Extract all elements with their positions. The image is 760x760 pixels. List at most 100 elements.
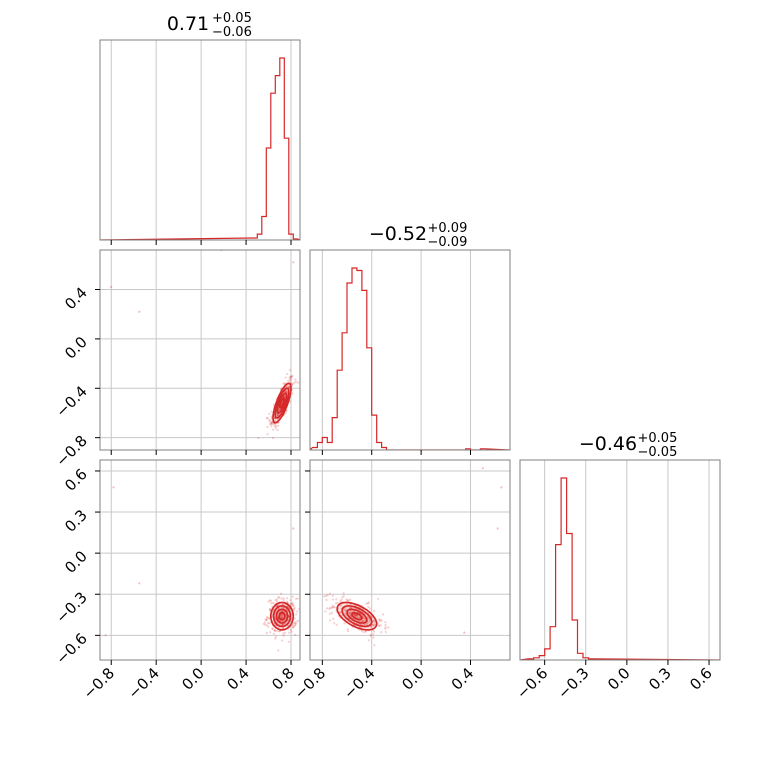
sample-point xyxy=(366,622,369,625)
sample-point xyxy=(277,414,280,417)
sample-point xyxy=(267,625,270,628)
sample-point xyxy=(367,601,370,604)
sample-point xyxy=(350,606,353,610)
sample-point xyxy=(280,615,284,618)
sample-point xyxy=(331,598,335,601)
sample-point xyxy=(339,604,342,607)
density-contour-3 xyxy=(341,605,373,628)
sample-point xyxy=(341,596,344,599)
sample-point xyxy=(335,623,338,626)
sample-point xyxy=(288,376,291,379)
sample-point xyxy=(360,629,363,632)
sample-point xyxy=(354,613,357,617)
sample-point xyxy=(295,613,298,616)
sample-point xyxy=(276,413,279,416)
sample-point xyxy=(362,616,365,620)
sample-point xyxy=(380,631,383,634)
outlier-point xyxy=(138,582,141,585)
sample-point xyxy=(384,626,387,629)
sample-point xyxy=(274,629,277,633)
sample-point xyxy=(263,621,267,624)
sample-point xyxy=(289,628,292,631)
sample-point xyxy=(328,592,332,595)
sample-point xyxy=(289,375,292,378)
sample-point xyxy=(344,609,347,612)
sample-point xyxy=(278,596,281,599)
sample-point xyxy=(269,608,272,611)
density-contour-1 xyxy=(351,611,363,621)
histogram-panel-1: −0.52 +0.09−0.09 xyxy=(309,221,511,455)
sample-point xyxy=(363,623,366,627)
sample-point xyxy=(284,390,287,393)
sample-point xyxy=(288,378,291,381)
x-tick-label: 0.0 xyxy=(604,664,634,694)
sample-point xyxy=(281,610,284,613)
pair-content xyxy=(323,467,503,647)
sample-point xyxy=(282,606,285,609)
sample-point xyxy=(276,414,279,417)
panel-frame xyxy=(99,39,301,241)
sample-point xyxy=(368,607,372,610)
sample-point xyxy=(323,595,326,598)
outlier-point xyxy=(112,486,115,489)
sample-point xyxy=(282,597,285,600)
sample-point xyxy=(277,424,280,427)
sample-point xyxy=(333,606,336,609)
sample-point xyxy=(286,372,289,376)
sample-point xyxy=(273,629,277,632)
sample-point xyxy=(268,423,272,426)
sample-point xyxy=(346,599,349,603)
sample-point xyxy=(330,606,334,610)
sample-point xyxy=(373,623,376,626)
sample-point xyxy=(269,599,273,602)
sample-point xyxy=(290,603,293,606)
sample-point xyxy=(274,637,277,640)
sample-point xyxy=(339,600,342,603)
sample-point xyxy=(269,420,272,423)
sample-point xyxy=(286,597,289,600)
sample-point xyxy=(283,395,286,398)
sample-point xyxy=(268,617,271,620)
sample-point xyxy=(288,386,291,389)
sample-point xyxy=(265,618,268,621)
sample-point xyxy=(282,382,285,385)
sample-point xyxy=(265,624,268,627)
density-contour-4 xyxy=(270,601,295,631)
sample-point xyxy=(290,630,293,633)
sample-point xyxy=(348,612,351,615)
sample-point xyxy=(331,605,334,609)
sample-point xyxy=(270,423,273,426)
sample-point xyxy=(271,627,274,630)
sample-point xyxy=(268,420,271,423)
sample-point xyxy=(372,636,375,639)
sample-point xyxy=(269,631,272,634)
y-tick-label: 0.0 xyxy=(61,547,91,577)
sample-point xyxy=(382,613,385,616)
sample-point xyxy=(281,616,284,619)
sample-point xyxy=(331,594,334,597)
sample-point xyxy=(276,413,280,416)
sample-point xyxy=(284,411,287,415)
sample-point xyxy=(302,617,304,619)
sample-point xyxy=(267,600,270,603)
sample-point xyxy=(347,599,350,602)
sample-point xyxy=(366,623,369,626)
sample-point xyxy=(276,428,279,432)
sample-point xyxy=(270,416,273,419)
sample-point xyxy=(290,382,294,385)
histogram-panel-2: −0.6 −0.3 0.0 0.3 0.6 −0.46 +0.05−0.05 xyxy=(513,431,721,703)
sample-point xyxy=(361,620,364,623)
sample-point xyxy=(284,390,287,393)
sample-point xyxy=(292,607,295,610)
sample-point xyxy=(268,412,271,415)
sample-point xyxy=(348,611,351,615)
scatter-panel-0-2: −0.8 −0.4 0.0 0.4 0.8−0.6−0.30.00.30.6 xyxy=(52,459,304,703)
sample-point xyxy=(290,378,293,381)
sample-point xyxy=(344,609,347,612)
density-contour-1 xyxy=(278,611,286,621)
y-tick-label: −0.4 xyxy=(52,382,90,420)
sample-point xyxy=(366,616,369,619)
sample-point xyxy=(277,596,280,599)
sample-point xyxy=(287,385,290,388)
sample-point xyxy=(372,633,375,636)
